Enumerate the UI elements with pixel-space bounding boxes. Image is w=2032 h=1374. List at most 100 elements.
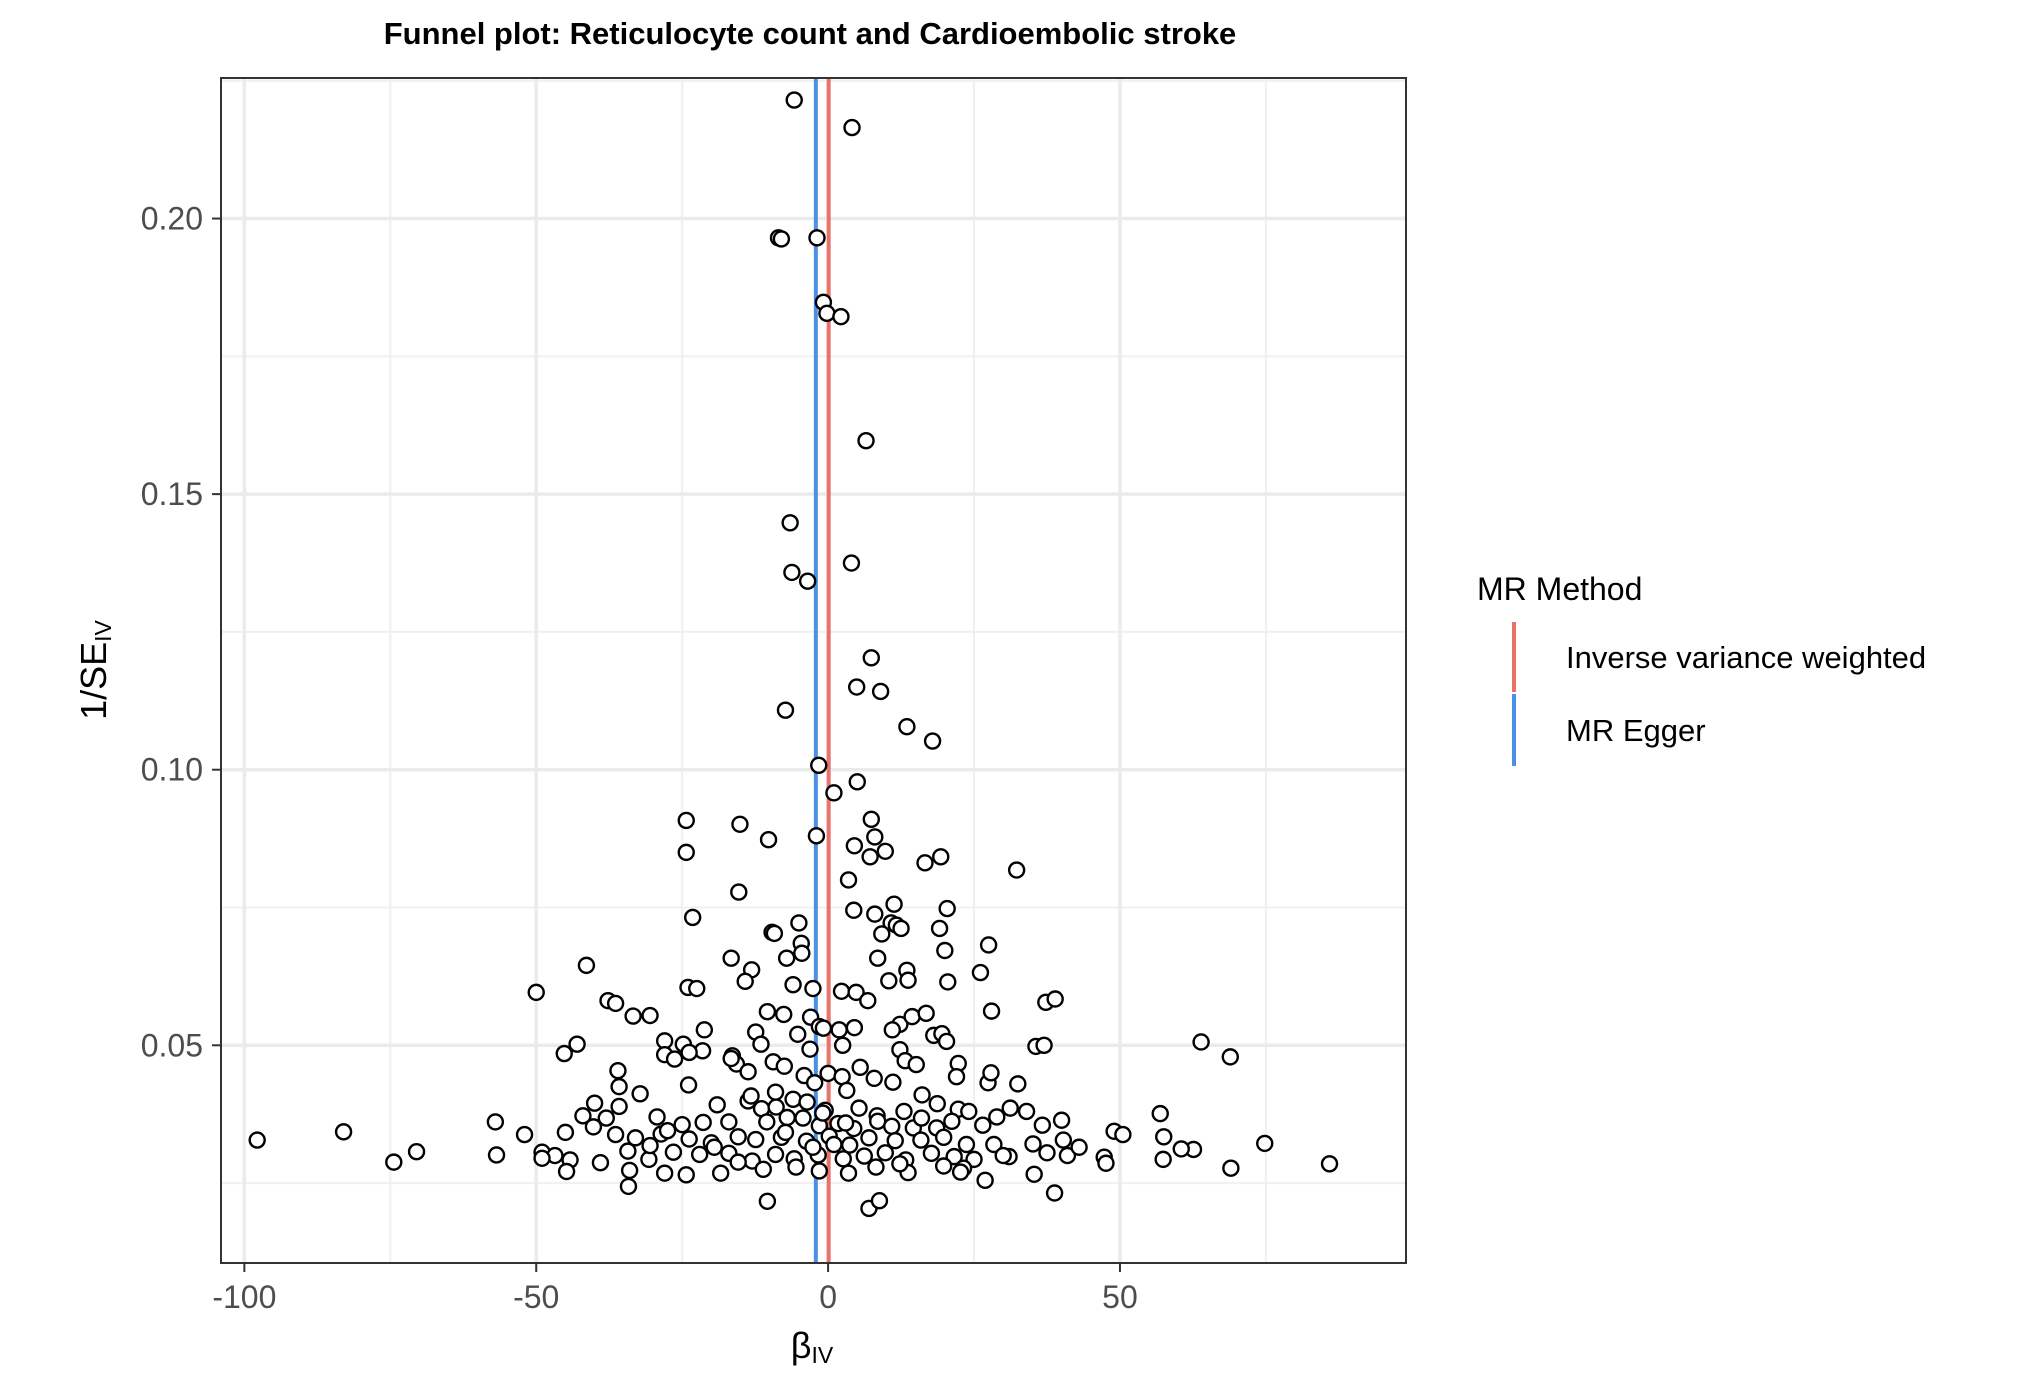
- y-tick-label: 0.20: [141, 201, 203, 237]
- data-point: [843, 118, 861, 137]
- data-point: [664, 1143, 683, 1161]
- data-point: [883, 1021, 902, 1039]
- data-point: [938, 899, 956, 918]
- data-point: [584, 1118, 603, 1136]
- data-point: [556, 1123, 575, 1142]
- data-point: [951, 1163, 970, 1181]
- data-point: [832, 307, 850, 326]
- data-point: [695, 1021, 714, 1039]
- data-point: [1172, 1140, 1190, 1158]
- data-point: [957, 1135, 976, 1154]
- data-point: [1001, 1099, 1019, 1117]
- y-tick-label: 0.05: [141, 1027, 203, 1063]
- data-point: [876, 1144, 895, 1162]
- data-point: [891, 1155, 909, 1173]
- data-point: [985, 1135, 1003, 1154]
- data-point: [971, 963, 990, 982]
- data-point: [597, 1109, 615, 1127]
- data-point: [777, 949, 796, 967]
- data-point: [641, 1136, 659, 1155]
- data-point: [928, 1095, 946, 1113]
- data-point: [1017, 1102, 1036, 1121]
- data-point: [930, 919, 949, 938]
- data-point: [720, 1113, 738, 1131]
- data-point: [793, 944, 811, 962]
- data-point: [982, 1064, 1000, 1082]
- data-point: [776, 701, 795, 719]
- data-point: [839, 1164, 858, 1182]
- data-point: [932, 848, 950, 866]
- data-point: [934, 1128, 953, 1147]
- legend-label-ivw: Inverse variance weighted: [1566, 640, 1926, 675]
- data-point: [895, 1102, 913, 1121]
- data-point: [838, 1081, 856, 1100]
- data-point: [785, 91, 803, 109]
- data-point: [747, 1130, 765, 1149]
- data-point: [839, 871, 858, 889]
- data-point: [934, 1157, 953, 1175]
- data-point: [606, 994, 625, 1013]
- data-point: [1151, 1104, 1169, 1123]
- data-point: [1045, 1184, 1064, 1202]
- data-point: [880, 972, 898, 990]
- data-point: [937, 1032, 956, 1051]
- data-point: [673, 1115, 691, 1134]
- data-point: [861, 848, 879, 866]
- data-point: [648, 1108, 666, 1126]
- data-point: [848, 773, 866, 791]
- x-tick-label: 50: [1102, 1279, 1138, 1315]
- data-point: [619, 1177, 638, 1196]
- data-point: [845, 901, 863, 919]
- data-point: [866, 905, 884, 923]
- data-point: [772, 230, 791, 248]
- data-point: [729, 1153, 747, 1171]
- data-point: [1054, 1131, 1073, 1149]
- data-point: [690, 1145, 709, 1164]
- x-axis-title-main: β: [791, 1325, 812, 1366]
- data-point: [808, 229, 826, 247]
- data-point: [679, 1076, 698, 1094]
- data-point: [899, 971, 917, 989]
- data-point: [825, 784, 843, 802]
- data-point: [555, 1044, 573, 1063]
- data-point: [680, 1130, 698, 1148]
- data-point: [591, 1153, 610, 1172]
- data-points: [248, 91, 1339, 1218]
- data-point: [606, 1125, 625, 1144]
- data-point: [694, 1113, 712, 1132]
- legend-label-egger: MR Egger: [1566, 713, 1706, 748]
- data-point: [862, 649, 880, 667]
- data-point: [912, 1131, 930, 1149]
- data-point: [1033, 1116, 1052, 1134]
- data-point: [898, 718, 916, 736]
- data-point: [916, 854, 934, 872]
- data-point: [794, 1109, 812, 1127]
- legend-key-ivw: [1512, 622, 1516, 692]
- data-point: [847, 678, 866, 696]
- data-point: [1097, 1154, 1115, 1172]
- y-axis-title-sub: IV: [90, 619, 116, 641]
- data-point: [677, 843, 695, 862]
- data-point: [870, 1192, 889, 1210]
- data-point: [979, 936, 998, 954]
- data-point: [819, 1064, 837, 1083]
- data-point: [939, 973, 957, 991]
- data-point: [947, 1068, 966, 1086]
- data-point: [851, 1058, 869, 1077]
- data-point: [832, 982, 851, 1000]
- data-point: [742, 1087, 760, 1105]
- data-point: [708, 1096, 726, 1114]
- data-point: [658, 1122, 677, 1140]
- data-point: [943, 1112, 961, 1131]
- data-point: [798, 572, 817, 590]
- data-point: [789, 1025, 807, 1043]
- data-point: [739, 1063, 757, 1081]
- data-point: [830, 1021, 848, 1039]
- data-point: [960, 1102, 978, 1121]
- legend: MR Method Inverse variance weighted MR E…: [1477, 571, 1926, 766]
- data-point: [842, 554, 861, 572]
- data-point: [1052, 1111, 1071, 1129]
- data-point: [873, 925, 891, 943]
- data-point: [917, 1004, 935, 1023]
